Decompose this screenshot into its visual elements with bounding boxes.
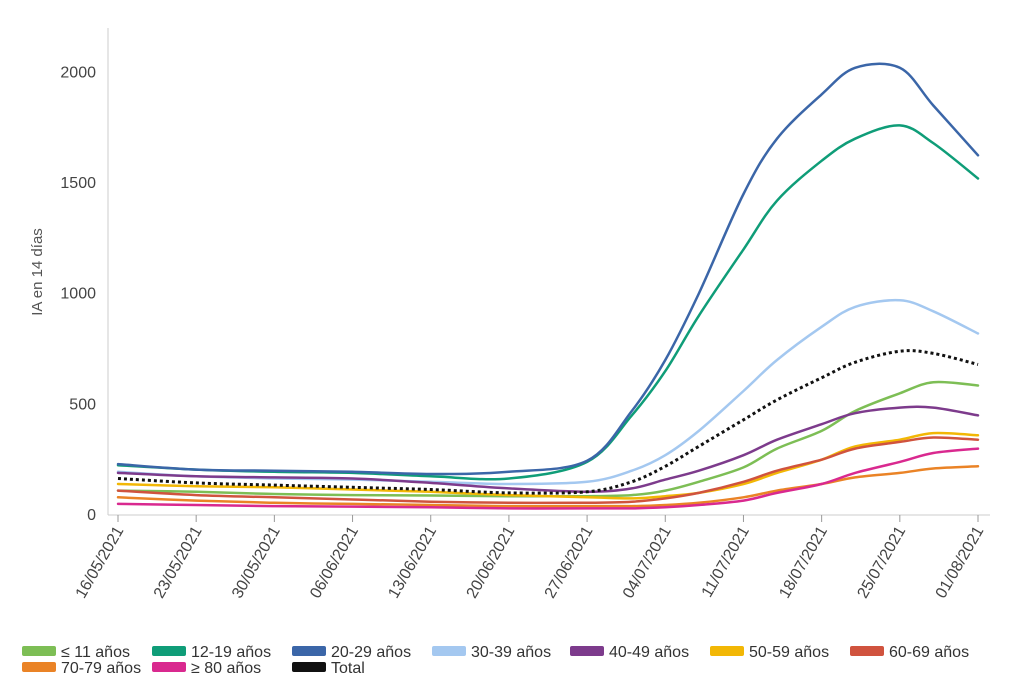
series-line-group-2 <box>116 62 980 476</box>
legend-swatch <box>292 646 326 656</box>
legend-swatch <box>292 662 326 672</box>
series-line-group-5 <box>116 431 980 500</box>
y-tick-label: 1000 <box>60 286 96 303</box>
x-tick-label: 16/05/2021 <box>73 523 128 601</box>
y-tick-label: 1500 <box>60 175 96 192</box>
legend-swatch <box>570 646 604 656</box>
x-tick-label: 01/08/2021 <box>933 523 988 601</box>
series-line-group-0 <box>116 380 980 498</box>
series-lines <box>116 62 980 510</box>
legend-swatch <box>850 646 884 656</box>
x-tick-label: 06/06/2021 <box>307 523 362 601</box>
y-axis-ticks: 0 500 1000 1500 2000 <box>60 64 96 524</box>
x-tick-label: 20/06/2021 <box>464 523 519 601</box>
legend-label: ≤ 11 años <box>61 644 130 661</box>
y-axis-title: IA en 14 días <box>29 228 46 316</box>
legend-label: 70-79 años <box>61 660 141 677</box>
series-line-group-7 <box>116 465 980 508</box>
y-tick-label: 500 <box>69 396 96 413</box>
legend-swatch <box>22 646 56 656</box>
x-tick-label: 30/05/2021 <box>229 523 284 601</box>
x-tick-label: 23/05/2021 <box>151 523 206 601</box>
series-line-total <box>117 349 979 495</box>
legend-swatch <box>432 646 466 656</box>
y-tick-label: 0 <box>87 507 96 524</box>
y-tick-label: 2000 <box>60 64 96 81</box>
legend-label: Total <box>331 660 365 677</box>
x-tick-label: 25/07/2021 <box>855 523 910 601</box>
x-tick-label: 18/07/2021 <box>776 523 831 601</box>
series-line-group-3 <box>116 298 980 486</box>
legend-label: 20-29 años <box>331 644 411 661</box>
legend-label: 30-39 años <box>471 644 551 661</box>
legend-label: 12-19 años <box>191 644 271 661</box>
legend-label: 50-59 años <box>749 644 829 661</box>
legend-swatch <box>152 662 186 672</box>
x-tick-label: 13/06/2021 <box>385 523 440 601</box>
legend-swatch <box>710 646 744 656</box>
x-tick-label: 04/07/2021 <box>620 523 675 601</box>
legend: ≤ 11 años 12-19 años 20-29 años 30-39 años 4… <box>22 644 969 677</box>
series-line-group-4 <box>116 405 980 494</box>
legend-label: 60-69 años <box>889 644 969 661</box>
x-tick-label: 27/06/2021 <box>542 523 597 601</box>
x-tick-label: 11/07/2021 <box>699 523 753 600</box>
legend-label: ≥ 80 años <box>191 660 261 677</box>
legend-label: 40-49 años <box>609 644 689 661</box>
x-axis-ticks: 16/05/2021 23/05/2021 30/05/2021 06/06/2021… <box>73 515 988 601</box>
series-line-group-1 <box>116 124 980 481</box>
series-line-group-8 <box>116 447 980 510</box>
legend-swatch <box>152 646 186 656</box>
legend-swatch <box>22 662 56 672</box>
series-line-group-6 <box>116 436 980 505</box>
